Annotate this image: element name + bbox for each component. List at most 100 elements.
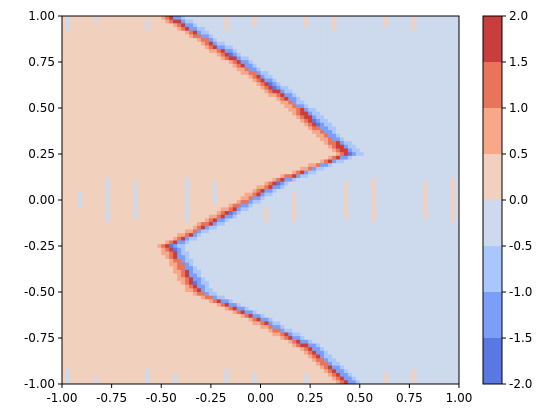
contour-cell [69,49,75,54]
contour-cell [443,148,448,153]
contour-cell [260,16,266,21]
contour-cell [240,34,246,39]
contour-cell [204,71,210,76]
contour-cell [419,49,424,54]
contour-cell [415,126,420,131]
contour-cell [81,144,87,150]
contour-cell [411,63,416,69]
contour-cell [220,63,226,69]
contour-cell [69,148,75,153]
contour-cell [359,133,365,139]
contour-cell [427,78,432,83]
contour-cell [93,192,99,197]
contour-cell [272,45,277,50]
contour-cell [411,96,416,102]
contour-cell [101,130,107,135]
contour-cell [447,85,452,91]
contour-cell [236,159,242,164]
contour-cell [304,185,309,190]
contour-cell [232,89,238,94]
contour-cell [232,67,238,72]
contour-cell [308,104,313,109]
contour-cell [141,89,146,94]
contour-cell [276,188,281,194]
contour-cell [224,93,230,98]
contour-cell [431,108,436,113]
contour-cell [264,93,270,98]
contour-cell [93,174,99,179]
contour-cell [383,148,389,153]
contour-cell [296,159,301,164]
contour-cell [431,170,436,175]
contour-cell [65,74,71,80]
contour-cell [121,185,127,190]
contour-cell [73,174,79,179]
contour-cell [185,34,190,39]
contour-cell [165,82,170,87]
contour-cell [105,63,111,69]
contour-cell [141,192,146,197]
contour-cell [427,34,432,39]
contour-cell [149,137,154,142]
contour-cell [73,96,79,102]
contour-cell [81,111,87,116]
contour-cell [268,52,274,58]
contour-cell [224,122,230,127]
contour-cell [109,85,115,91]
contour-cell [69,108,75,113]
contour-cell [419,137,424,142]
contour-cell [451,159,456,164]
contour-cell [359,63,365,69]
contour-cell [439,100,444,105]
contour-cell [383,185,389,190]
contour-cell [181,74,186,80]
contour-cell [411,188,416,194]
contour-cell [451,163,456,168]
contour-cell [224,196,230,201]
contour-cell [169,108,174,113]
contour-cell [185,188,190,194]
contour-cell [185,85,190,91]
contour-cell [268,141,274,146]
contour-cell [161,100,166,105]
contour-cell [189,96,194,102]
contour-cell [101,100,107,105]
contour-cell [169,181,174,186]
contour-cell [157,126,162,131]
contour-cell [439,93,444,98]
contour-cell [85,60,91,65]
contour-cell [276,108,281,113]
contour-cell [149,63,154,69]
contour-cell [161,67,166,72]
contour-cell [296,19,301,24]
contour-cell [399,93,405,98]
contour-cell [443,166,448,172]
contour-cell [69,170,75,175]
contour-cell [343,166,349,172]
contour-cell [383,159,389,164]
contour-cell [161,71,166,76]
contour-cell [435,74,440,80]
contour-cell [415,130,420,135]
contour-cell [101,49,107,54]
contour-cell [324,159,329,164]
contour-cell [93,177,99,183]
contour-cell [97,78,103,83]
contour-cell [89,41,95,47]
contour-cell [69,130,75,135]
contour-cell [419,181,424,186]
contour-cell [189,130,194,135]
contour-cell [264,45,270,50]
contour-cell [157,108,162,113]
contour-cell [312,19,317,24]
contour-cell [343,96,349,102]
contour-cell [359,181,365,186]
contour-cell [395,45,401,50]
contour-cell [89,93,95,98]
contour-cell [224,185,230,190]
contour-cell [224,163,230,168]
contour-cell [165,96,170,102]
contour-cell [109,52,115,58]
contour-cell [331,115,337,120]
contour-cell [300,74,305,80]
